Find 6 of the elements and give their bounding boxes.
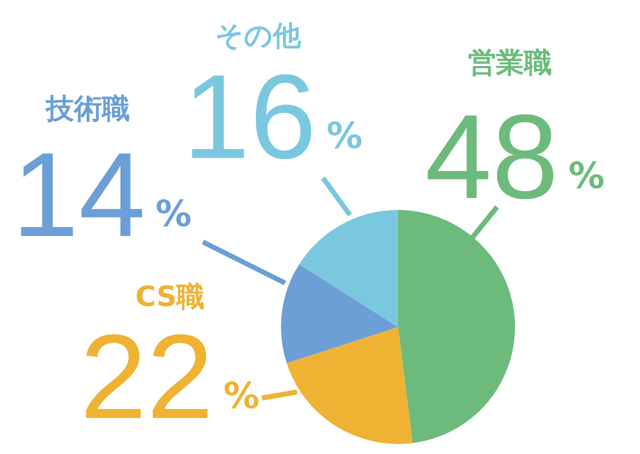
slice-label: 技術職	[45, 92, 130, 125]
slice-label: その他	[215, 19, 302, 52]
slice-label: CS職	[135, 280, 205, 313]
slice-label: 営業職	[468, 46, 552, 79]
data-label: 22%	[80, 310, 260, 444]
data-label: 48%	[425, 90, 605, 224]
